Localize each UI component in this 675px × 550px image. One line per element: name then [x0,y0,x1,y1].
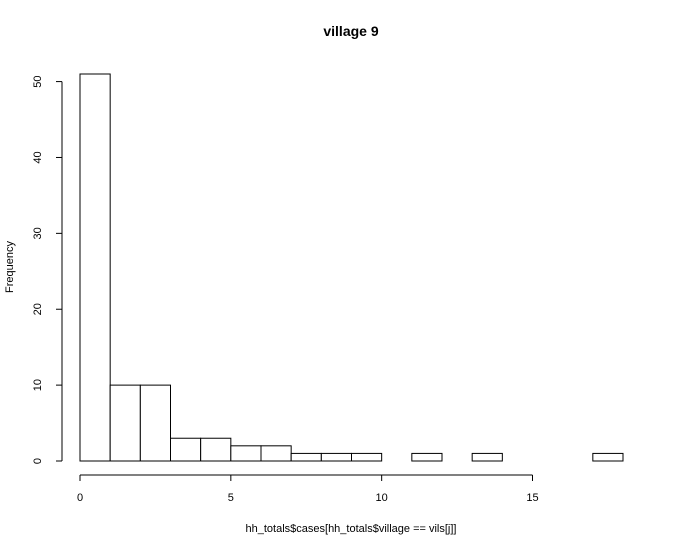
histogram-bar [230,445,262,462]
histogram-bar [200,437,232,462]
histogram-bar [170,437,202,462]
y-tick-label: 0 [32,458,44,464]
y-tick-label: 30 [32,227,44,239]
x-axis-label: hh_totals$cases[hh_totals$village == vil… [246,523,457,535]
histogram-bar [592,452,624,462]
histogram-bar [411,452,443,462]
x-tick-label: 15 [526,492,538,504]
y-tick-label: 40 [32,151,44,163]
histogram-bar [139,384,171,462]
x-tick-label: 5 [228,492,234,504]
chart-title: village 9 [323,23,378,39]
x-tick-label: 0 [77,492,83,504]
x-tick-label: 10 [376,492,388,504]
histogram-bar [351,452,383,462]
x-axis: 0 5 10 15 [77,474,539,504]
histogram-bar [109,384,141,462]
y-axis: 0 10 20 30 40 50 [32,75,63,464]
y-axis-label: Frequency [4,241,16,293]
y-tick-label: 10 [32,379,44,391]
bars-group [79,73,624,462]
histogram-bar [320,452,353,462]
histogram-bar [260,445,292,462]
histogram-bar [79,73,111,462]
y-tick-label: 50 [32,75,44,87]
histogram-bar [290,452,322,462]
histogram-bar [471,452,503,462]
y-tick-label: 20 [32,303,44,315]
